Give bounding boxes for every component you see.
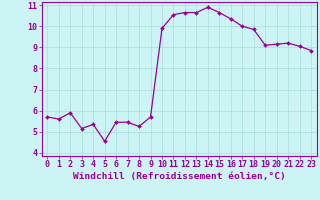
X-axis label: Windchill (Refroidissement éolien,°C): Windchill (Refroidissement éolien,°C) (73, 172, 285, 181)
